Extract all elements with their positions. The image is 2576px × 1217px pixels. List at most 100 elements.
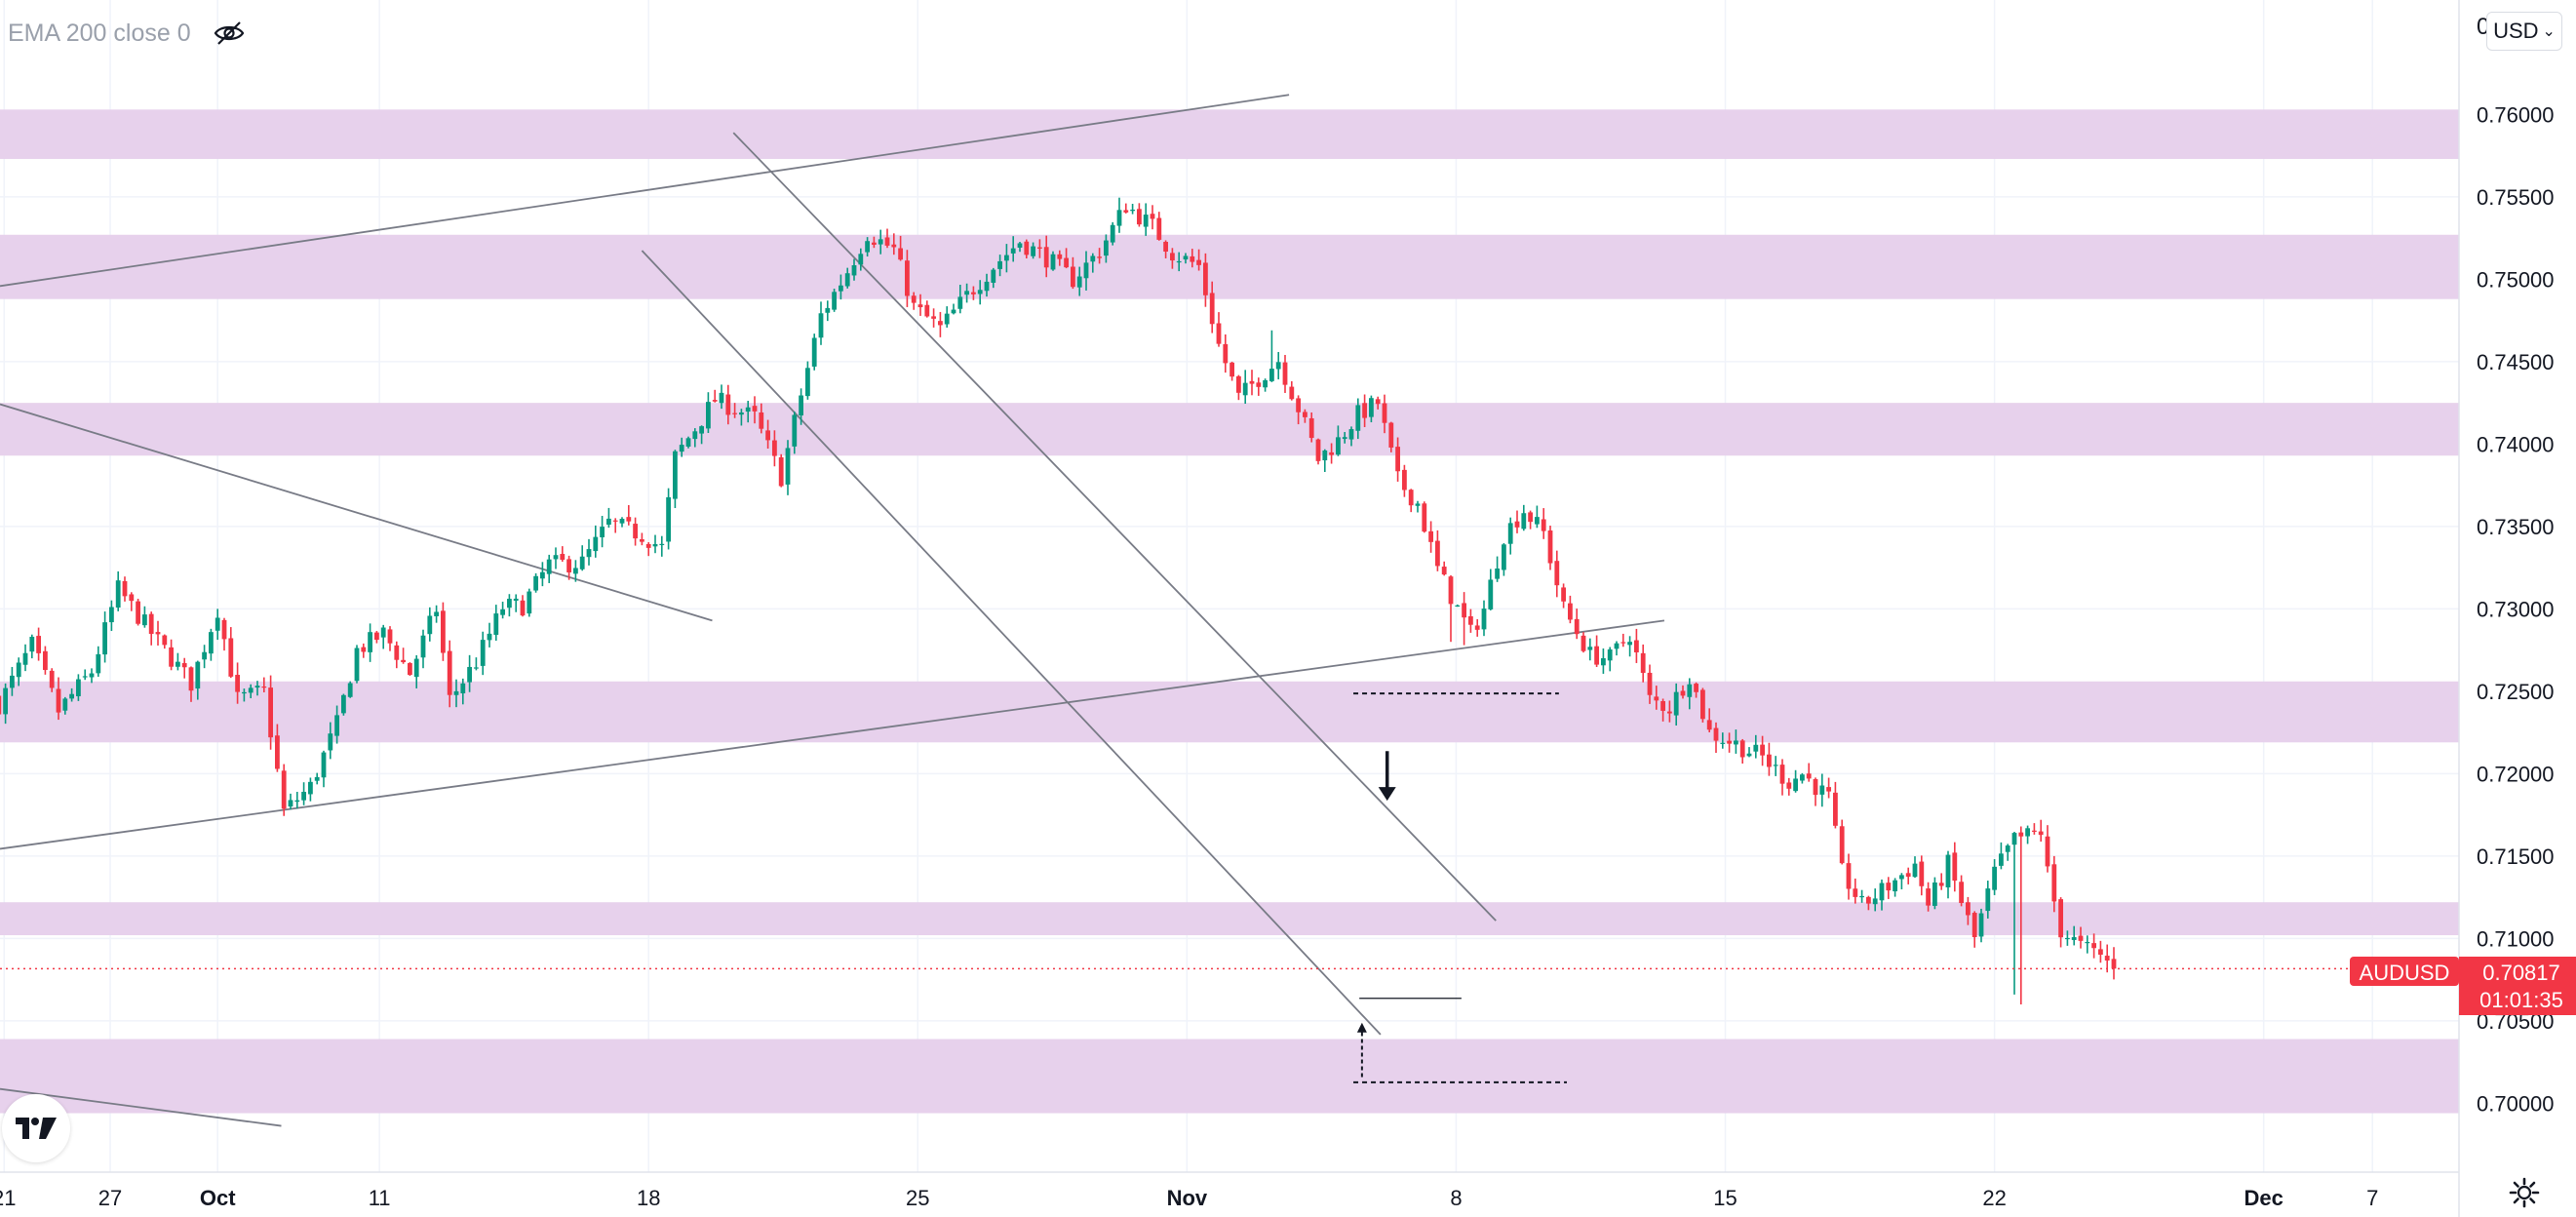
candle-body xyxy=(792,414,798,447)
candle-body xyxy=(1846,863,1852,889)
candle-body xyxy=(1355,405,1361,431)
gear-icon[interactable] xyxy=(2508,1176,2541,1209)
candle xyxy=(1773,756,1778,776)
candle-body xyxy=(1554,561,1560,586)
candle xyxy=(314,772,320,785)
symbol-label: AUDUSD xyxy=(2360,961,2450,985)
candle xyxy=(254,681,260,696)
candle-body xyxy=(434,611,439,616)
candle-body xyxy=(453,690,459,695)
candle xyxy=(467,654,472,692)
candle xyxy=(1872,888,1878,912)
candle xyxy=(805,361,810,400)
candle-body xyxy=(1581,635,1586,651)
candle xyxy=(1043,235,1049,278)
candle xyxy=(1216,312,1222,347)
candle-body xyxy=(1196,259,1201,265)
candle xyxy=(2045,825,2050,873)
candle xyxy=(1654,686,1659,710)
candle-body xyxy=(1734,740,1738,745)
candle xyxy=(2111,947,2117,980)
candle xyxy=(1071,256,1075,290)
candle xyxy=(2011,832,2017,995)
candle xyxy=(1076,266,1082,296)
candle xyxy=(640,532,644,546)
candle xyxy=(394,641,400,669)
candle xyxy=(155,620,161,646)
arrow-down xyxy=(1378,751,1396,802)
candle-body xyxy=(1932,882,1937,906)
candle xyxy=(427,607,433,642)
candle xyxy=(308,777,313,802)
candle-body xyxy=(408,662,412,676)
candle xyxy=(792,412,798,454)
candle-body xyxy=(612,520,618,522)
candle-body xyxy=(480,640,486,666)
eye-crossed-icon[interactable] xyxy=(213,17,246,50)
candle-body xyxy=(1057,254,1063,259)
candle-body xyxy=(301,792,306,801)
candle xyxy=(1462,592,1466,646)
candle-body xyxy=(96,653,101,674)
tradingview-logo[interactable] xyxy=(2,1094,70,1162)
candle-body xyxy=(1720,742,1726,744)
candle-body xyxy=(69,693,74,699)
candle-body xyxy=(673,451,678,499)
sr-zone xyxy=(0,902,2459,936)
candle xyxy=(839,274,843,300)
time-tick-label: 15 xyxy=(1713,1186,1737,1210)
candle-body xyxy=(1236,375,1241,393)
candle-body xyxy=(964,291,969,295)
candle xyxy=(1985,881,1991,919)
candle xyxy=(527,588,532,617)
candle xyxy=(778,453,784,488)
price-tick-label: 0.71000 xyxy=(2477,926,2555,951)
candle xyxy=(957,284,963,314)
candle-body xyxy=(10,675,15,688)
candle-body xyxy=(1223,343,1229,364)
candle-body xyxy=(507,599,512,608)
candle-body xyxy=(221,619,227,640)
candle xyxy=(368,623,372,662)
time-tick-label: 22 xyxy=(1982,1186,2006,1210)
candle xyxy=(420,629,426,669)
time-tick-label: Nov xyxy=(1167,1186,1208,1210)
candle xyxy=(96,646,101,677)
candle-body xyxy=(368,632,372,652)
candle xyxy=(1448,574,1454,643)
candle-body xyxy=(832,292,837,310)
candle-body xyxy=(1024,241,1030,255)
candle-body xyxy=(626,517,632,522)
candle-body xyxy=(931,316,936,319)
candle-body xyxy=(1481,608,1487,630)
time-axis[interactable]: 21 27 Oct 11 18 25 Nov 8 15 22 Dec 7 xyxy=(0,1186,2378,1210)
candle xyxy=(732,403,737,418)
price-axis[interactable]: 0.76000 0.75500 0.75000 0.74500 0.74000 0.735… xyxy=(2477,102,2555,1116)
candle-body xyxy=(1574,618,1580,635)
candle xyxy=(719,384,724,410)
candle xyxy=(2098,940,2103,963)
candle xyxy=(706,392,711,434)
candle xyxy=(1395,437,1400,482)
candle-body xyxy=(1992,866,1997,890)
candle-body xyxy=(619,519,625,524)
candle xyxy=(1408,489,1414,513)
candle xyxy=(480,631,486,676)
candle-body xyxy=(1945,854,1951,887)
candle-body xyxy=(1242,382,1248,396)
candle-body xyxy=(1375,399,1381,405)
sr-zone xyxy=(0,1039,2459,1114)
candle-body xyxy=(560,554,566,560)
candle-body xyxy=(1886,883,1892,891)
candle-body xyxy=(1422,503,1427,532)
candle xyxy=(1130,204,1135,215)
candle-body xyxy=(640,539,644,542)
candle xyxy=(1263,378,1268,392)
price-tick-label: 0.74500 xyxy=(2477,350,2555,374)
candle-body xyxy=(1408,490,1414,506)
candle-body xyxy=(951,309,956,314)
candle-body xyxy=(805,368,810,397)
candle xyxy=(1196,249,1201,271)
currency-selector[interactable]: USD ⌄ xyxy=(2486,12,2562,51)
